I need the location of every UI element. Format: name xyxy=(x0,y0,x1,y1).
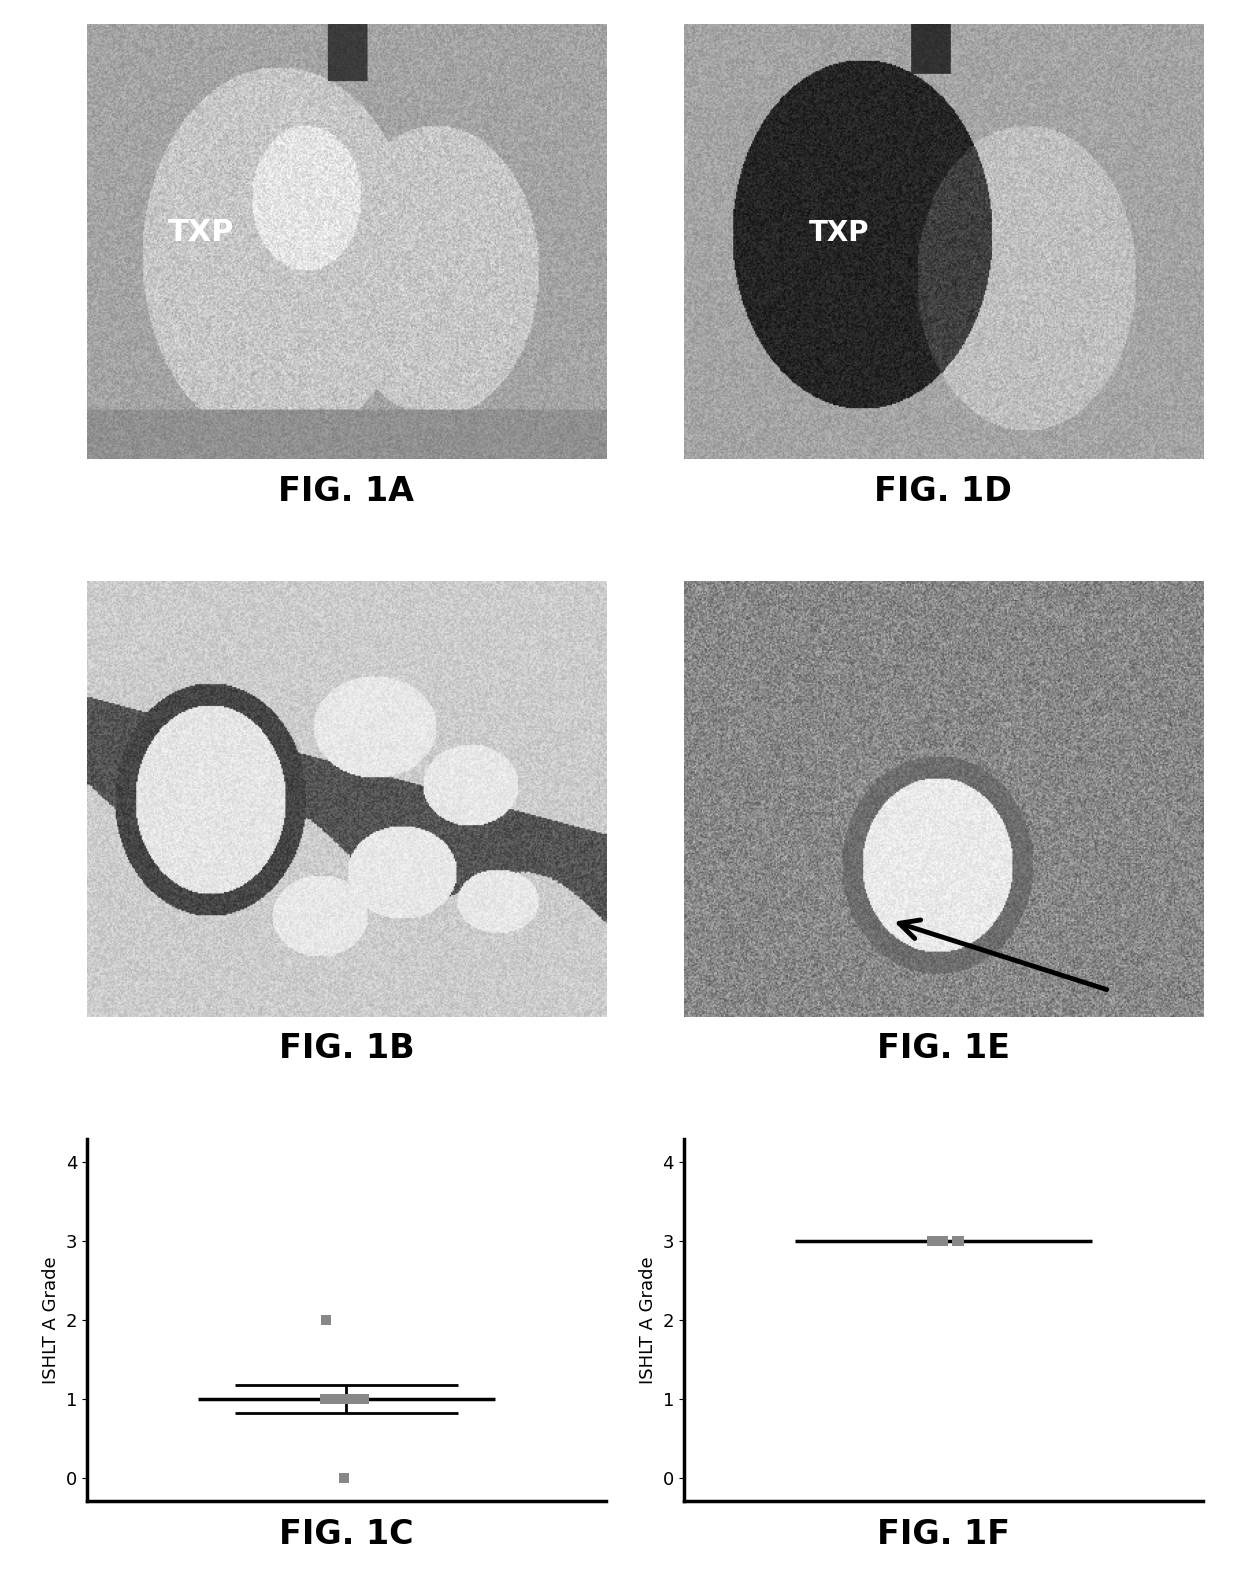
Point xyxy=(324,1386,343,1412)
Text: TXP: TXP xyxy=(810,219,869,246)
Point xyxy=(353,1386,373,1412)
Text: FIG. 1E: FIG. 1E xyxy=(877,1032,1009,1066)
Text: FIG. 1D: FIG. 1D xyxy=(874,475,1012,508)
Point xyxy=(320,1386,340,1412)
Y-axis label: ISHLT A Grade: ISHLT A Grade xyxy=(639,1256,657,1383)
Point xyxy=(316,1307,336,1332)
Point xyxy=(923,1229,942,1255)
Point xyxy=(355,1386,374,1412)
Point xyxy=(346,1386,366,1412)
Point xyxy=(337,1386,357,1412)
Y-axis label: ISHLT A Grade: ISHLT A Grade xyxy=(42,1256,60,1383)
Point xyxy=(949,1229,968,1255)
Point xyxy=(327,1386,347,1412)
Text: FIG. 1F: FIG. 1F xyxy=(877,1518,1009,1551)
Point xyxy=(315,1386,335,1412)
Text: FIG. 1C: FIG. 1C xyxy=(279,1518,414,1551)
Point xyxy=(932,1229,952,1255)
Point xyxy=(334,1466,353,1491)
Text: TXP: TXP xyxy=(167,218,234,248)
Text: FIG. 1B: FIG. 1B xyxy=(279,1032,414,1066)
Point xyxy=(947,1229,967,1255)
Point xyxy=(339,1386,358,1412)
Point xyxy=(923,1229,942,1255)
Text: FIG. 1A: FIG. 1A xyxy=(278,475,414,508)
